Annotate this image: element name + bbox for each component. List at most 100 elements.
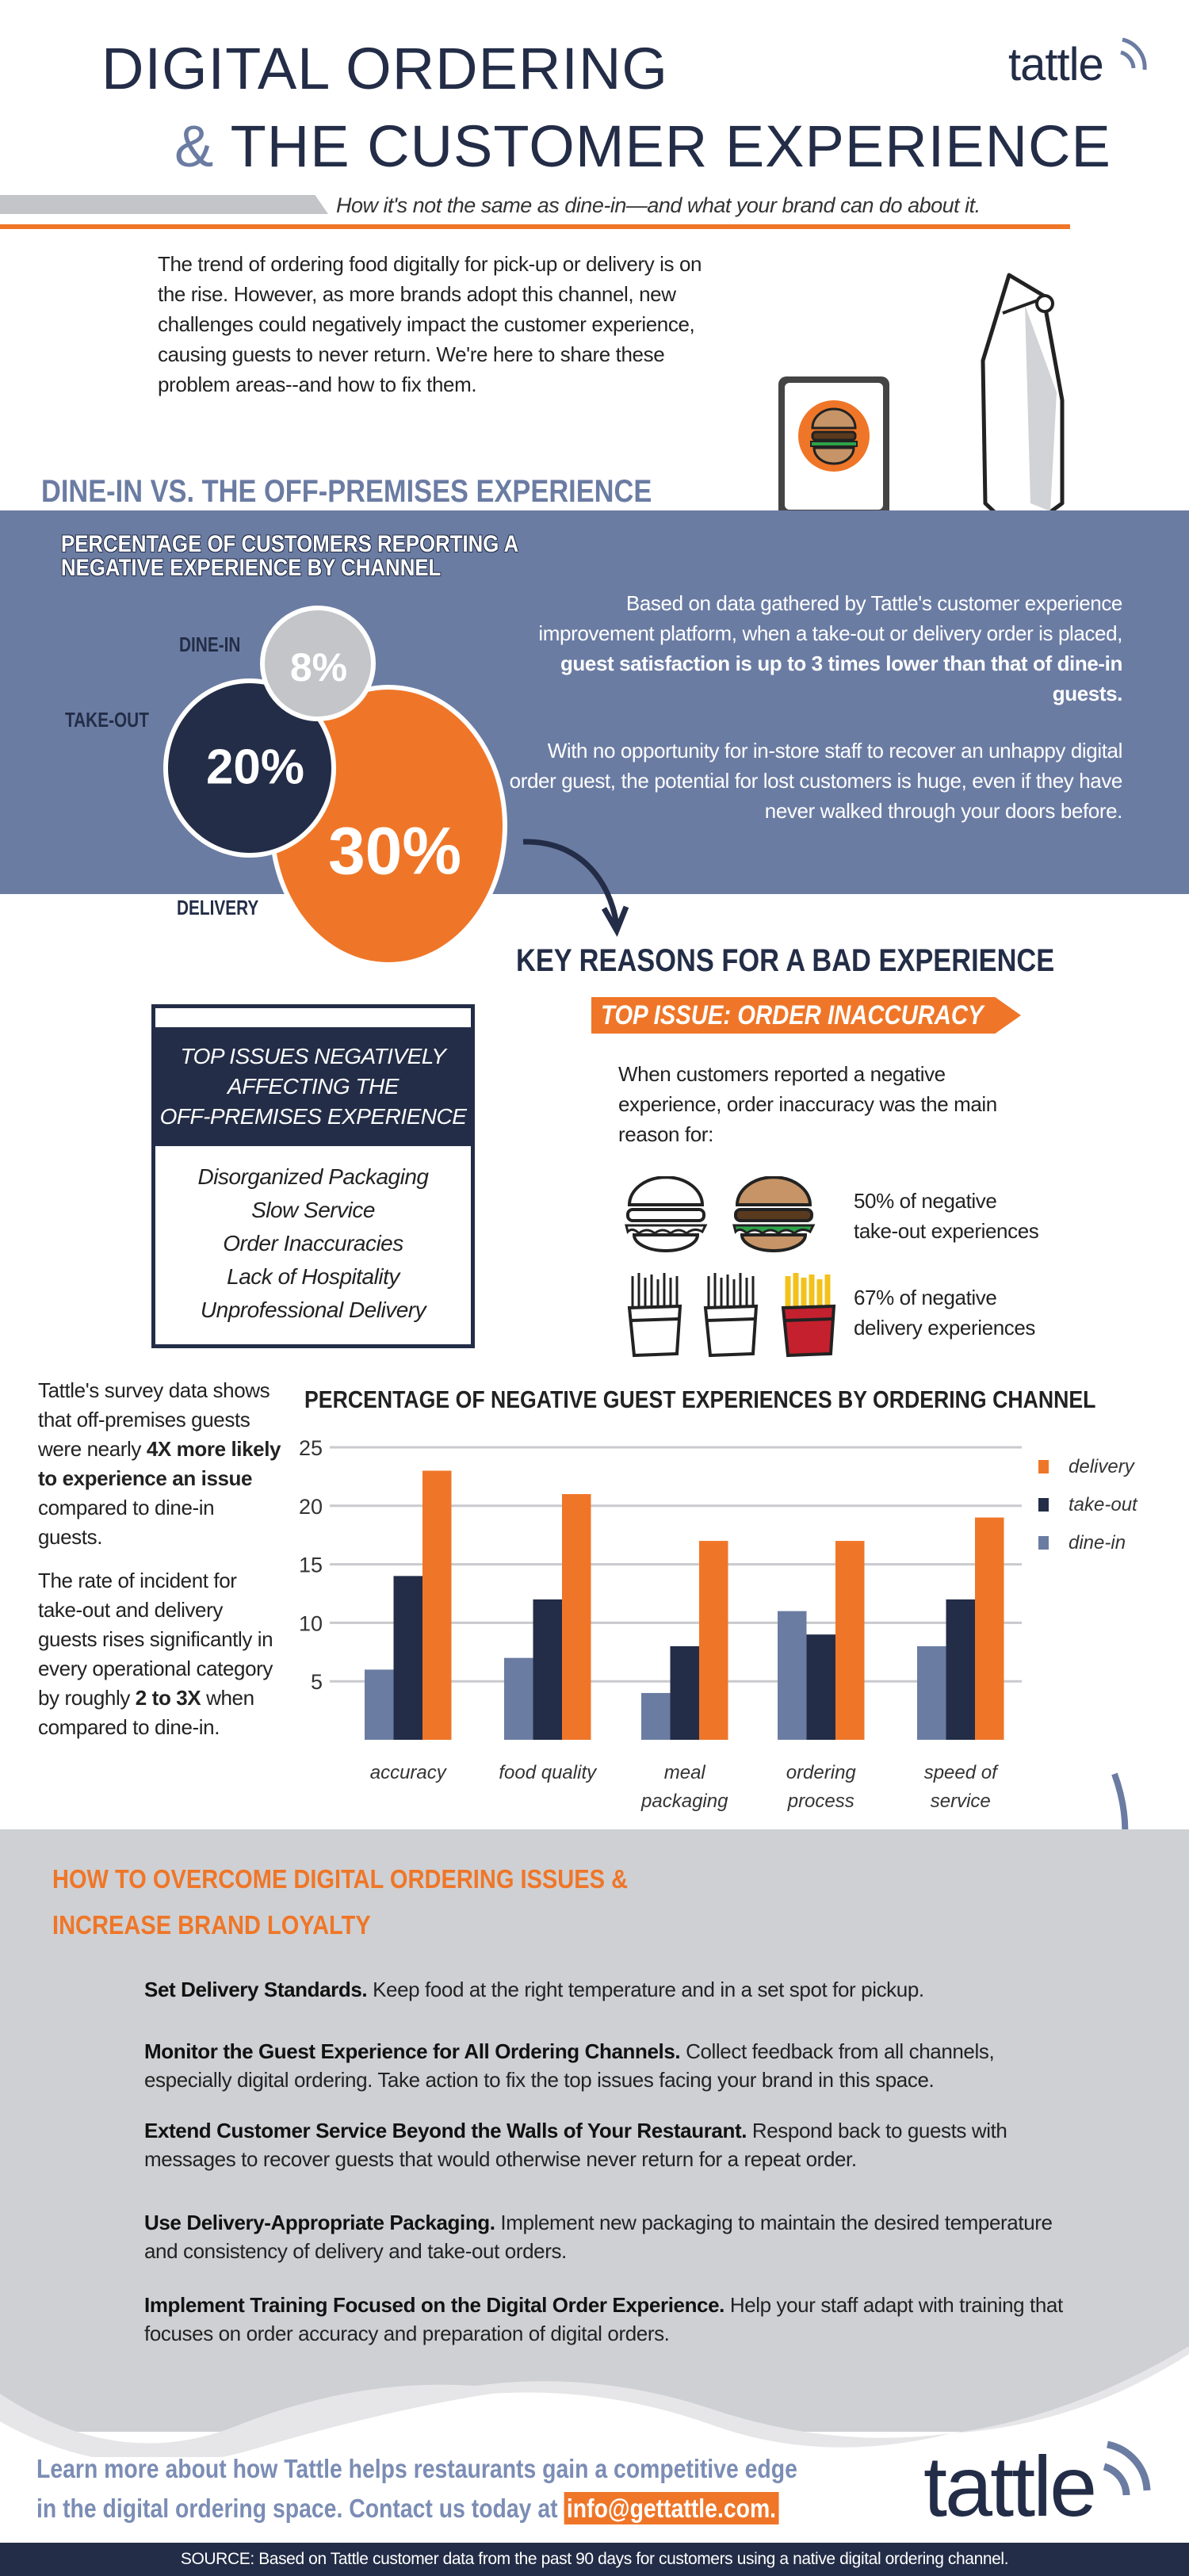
cta-text: in the digital ordering space. Contact u… bbox=[36, 2494, 564, 2523]
bar-dine-in bbox=[778, 1611, 807, 1740]
take-out-percent: 20% bbox=[205, 740, 305, 795]
issue-item: Order Inaccuracies bbox=[223, 1231, 403, 1256]
box-title-line: OFF-PREMISES EXPERIENCE bbox=[159, 1104, 467, 1129]
source-bar: SOURCE: Based on Tattle customer data fr… bbox=[0, 2543, 1189, 2576]
bar-dine-in bbox=[641, 1692, 671, 1740]
top-issues-list: Disorganized Packaging Slow Service Orde… bbox=[155, 1146, 471, 1327]
dine-in-percent: 8% bbox=[289, 645, 348, 690]
survey-text: Tattle's survey data shows that off-prem… bbox=[38, 1378, 270, 1461]
bag-icon bbox=[981, 273, 1065, 537]
legend-label-take-out: take-out bbox=[1069, 1494, 1138, 1515]
tip-item: Implement Training Focused on the Digita… bbox=[144, 2291, 1064, 2348]
bar-delivery bbox=[975, 1517, 1004, 1740]
footer-cta: Learn more about how Tattle helps restau… bbox=[36, 2449, 797, 2528]
bar-take-out bbox=[393, 1576, 422, 1740]
tips-section bbox=[0, 1829, 1189, 2432]
brown-burger-icon bbox=[732, 1176, 816, 1252]
take-out-label: TAKE-OUT bbox=[65, 708, 149, 732]
x-tick-label: process bbox=[787, 1791, 854, 1812]
curved-arrow-icon bbox=[522, 839, 629, 938]
logo-text: tattle bbox=[1008, 39, 1104, 90]
dine-in-bubble bbox=[260, 606, 376, 721]
issue-item: Disorganized Packaging bbox=[197, 1164, 429, 1189]
tattle-logo: tattle bbox=[1008, 35, 1151, 98]
x-tick-label: meal bbox=[664, 1762, 706, 1783]
delivery-stat: 67% of negative delivery experiences bbox=[854, 1282, 1035, 1343]
cta-line-2: in the digital ordering space. Contact u… bbox=[36, 2489, 797, 2528]
cta-line-1: Learn more about how Tattle helps restau… bbox=[36, 2454, 797, 2483]
satisfaction-highlight: guest satisfaction is up to 3 times lowe… bbox=[560, 652, 1122, 705]
top-issues-box: TOP ISSUES NEGATIVELY AFFECTING THE OFF-… bbox=[151, 1004, 475, 1348]
x-tick-label: speed of bbox=[924, 1762, 999, 1783]
recovery-paragraph: With no opportunity for in-store staff t… bbox=[509, 739, 1123, 823]
intro-paragraph: The trend of ordering food digitally for… bbox=[158, 252, 702, 396]
top-issue-tag: TOP ISSUE: ORDER INACCURACY bbox=[591, 997, 1021, 1034]
tip-title: Implement Training Focused on the Digita… bbox=[144, 2293, 724, 2317]
tip-text: Help your staff adapt with training that… bbox=[144, 2293, 1063, 2345]
issue-item: Unprofessional Delivery bbox=[200, 1298, 426, 1322]
white-fries-icon bbox=[703, 1273, 759, 1358]
bar-take-out bbox=[533, 1599, 562, 1740]
tips-heading-line-1: HOW TO OVERCOME DIGITAL ORDERING ISSUES … bbox=[52, 1864, 629, 1894]
bar-take-out bbox=[946, 1599, 975, 1740]
section-heading-dine-in-vs-off-premises: DINE-IN VS. THE OFF-PREMISES EXPERIENCE bbox=[41, 474, 652, 509]
top-issue-tag-text: TOP ISSUE: ORDER INACCURACY bbox=[601, 1000, 984, 1030]
tip-text: Respond back to guests with messages to … bbox=[144, 2119, 1007, 2171]
survey-paragraph-1: Tattle's survey data shows that off-prem… bbox=[38, 1376, 284, 1552]
top-issue-text: When customers reported a negative exper… bbox=[618, 1062, 997, 1146]
takeout-stat-line-1: 50% of negative bbox=[854, 1189, 997, 1213]
tip-title: Extend Customer Service Beyond the Walls… bbox=[144, 2119, 747, 2142]
key-reasons-heading: KEY REASONS FOR A BAD EXPERIENCE bbox=[516, 943, 1055, 978]
tip-text: Keep food at the right temperature and i… bbox=[367, 1978, 924, 2001]
tips-heading: HOW TO OVERCOME DIGITAL ORDERING ISSUES … bbox=[52, 1856, 628, 1948]
bar-take-out bbox=[670, 1645, 699, 1740]
x-tick-label: service bbox=[931, 1791, 991, 1812]
bar-dine-in bbox=[365, 1669, 394, 1740]
footer-logo-text: tattle bbox=[923, 2438, 1097, 2534]
subtitle: How it's not the same as dine-in—and wha… bbox=[336, 193, 981, 217]
tips-heading-line-2: INCREASE BRAND LOYALTY bbox=[52, 1910, 371, 1940]
x-tick-label: accuracy bbox=[370, 1762, 448, 1783]
delivery-stat-line-1: 67% of negative bbox=[854, 1286, 997, 1309]
footer-tattle-logo: tattle bbox=[923, 2438, 1153, 2534]
red-fries-icon bbox=[781, 1273, 836, 1358]
x-tick-label: food quality bbox=[499, 1762, 598, 1783]
phone-icon bbox=[778, 376, 889, 527]
x-tick-label: packaging bbox=[640, 1791, 728, 1812]
bar-delivery bbox=[562, 1494, 591, 1740]
email-link[interactable]: info@gettattle.com. bbox=[564, 2492, 779, 2524]
survey-paragraph-2: The rate of incident for take-out and de… bbox=[38, 1566, 284, 1742]
legend-swatch-take-out bbox=[1038, 1498, 1049, 1512]
delivery-stat-line-2: delivery experiences bbox=[854, 1316, 1036, 1340]
legend-label-dine-in: dine-in bbox=[1069, 1532, 1126, 1554]
x-tick-label: ordering bbox=[786, 1762, 857, 1783]
channel-chart-title-line-1: PERCENTAGE OF CUSTOMERS REPORTING A bbox=[61, 531, 519, 557]
survey-text: The rate of incident for take-out and de… bbox=[38, 1569, 273, 1710]
white-burger-icon bbox=[625, 1176, 708, 1252]
channel-chart-title-line-2: NEGATIVE EXPERIENCE BY CHANNEL bbox=[61, 555, 442, 581]
box-title-line: AFFECTING THE bbox=[227, 1074, 399, 1099]
y-tick-label: 20 bbox=[299, 1495, 323, 1519]
tip-item: Monitor the Guest Experience for All Ord… bbox=[144, 2037, 1064, 2094]
y-tick-label: 10 bbox=[299, 1611, 323, 1635]
top-issues-box-title: TOP ISSUES NEGATIVELY AFFECTING THE OFF-… bbox=[155, 1027, 471, 1146]
title-line-2: & THE CUSTOMER EXPERIENCE bbox=[174, 113, 1111, 180]
tip-item: Use Delivery-Appropriate Packaging. Impl… bbox=[144, 2208, 1064, 2265]
signal-icon bbox=[1120, 37, 1147, 71]
survey-highlight: 4X more likely to experience an issue bbox=[38, 1437, 281, 1490]
fries-icon bbox=[627, 1273, 836, 1358]
survey-highlight: 2 to 3X bbox=[135, 1686, 201, 1710]
orange-divider bbox=[0, 224, 1070, 229]
channel-chart-title: PERCENTAGE OF CUSTOMERS REPORTING A NEGA… bbox=[61, 533, 518, 580]
bar-delivery bbox=[699, 1541, 728, 1740]
dine-in-label: DINE-IN bbox=[179, 633, 241, 656]
title-line-1: DIGITAL ORDERING bbox=[101, 36, 668, 101]
tip-item: Extend Customer Service Beyond the Walls… bbox=[144, 2116, 1064, 2173]
phone-and-bag-illustration bbox=[778, 273, 1065, 537]
tip-text: Collect feedback from all channels, espe… bbox=[144, 2039, 995, 2092]
survey-text: when compared to dine-in. bbox=[38, 1686, 254, 1739]
satisfaction-paragraph: Based on data gathered by Tattle's custo… bbox=[507, 588, 1122, 709]
wave-decoration bbox=[0, 2346, 1189, 2457]
tip-title: Monitor the Guest Experience for All Ord… bbox=[144, 2039, 681, 2063]
takeout-stat: 50% of negative take-out experiences bbox=[854, 1186, 1039, 1246]
